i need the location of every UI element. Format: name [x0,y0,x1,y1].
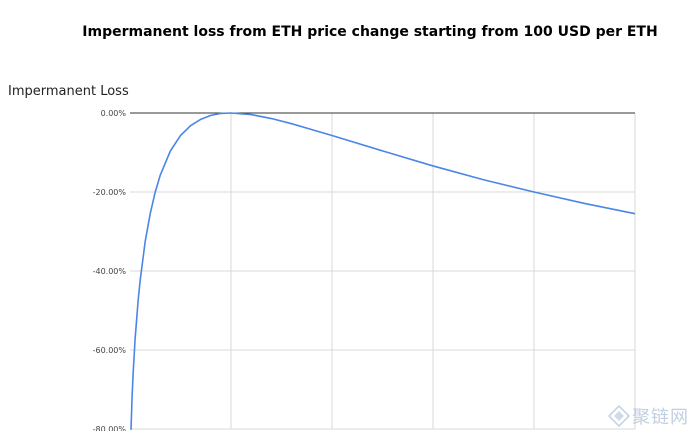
watermark: 聚链网 [608,403,689,429]
y-axis-title: Impermanent Loss [8,84,129,99]
y-tick-label: -20.00% [93,188,127,197]
series-line-0 [130,112,636,430]
chart-title: Impermanent loss from ETH price change s… [82,24,657,40]
y-tick-label: 0.00% [101,109,127,118]
y-tick-label: -60.00% [93,346,127,355]
network-logo-icon [608,405,630,427]
gridlines [130,112,636,430]
series-lines [130,112,636,430]
watermark-text: 聚链网 [632,407,689,428]
y-tick-labels: 0.00% -20.00% -40.00% -60.00% -80.00% [93,109,127,431]
y-tick-label: -40.00% [93,267,127,276]
y-tick-label: -80.00% [93,425,127,431]
